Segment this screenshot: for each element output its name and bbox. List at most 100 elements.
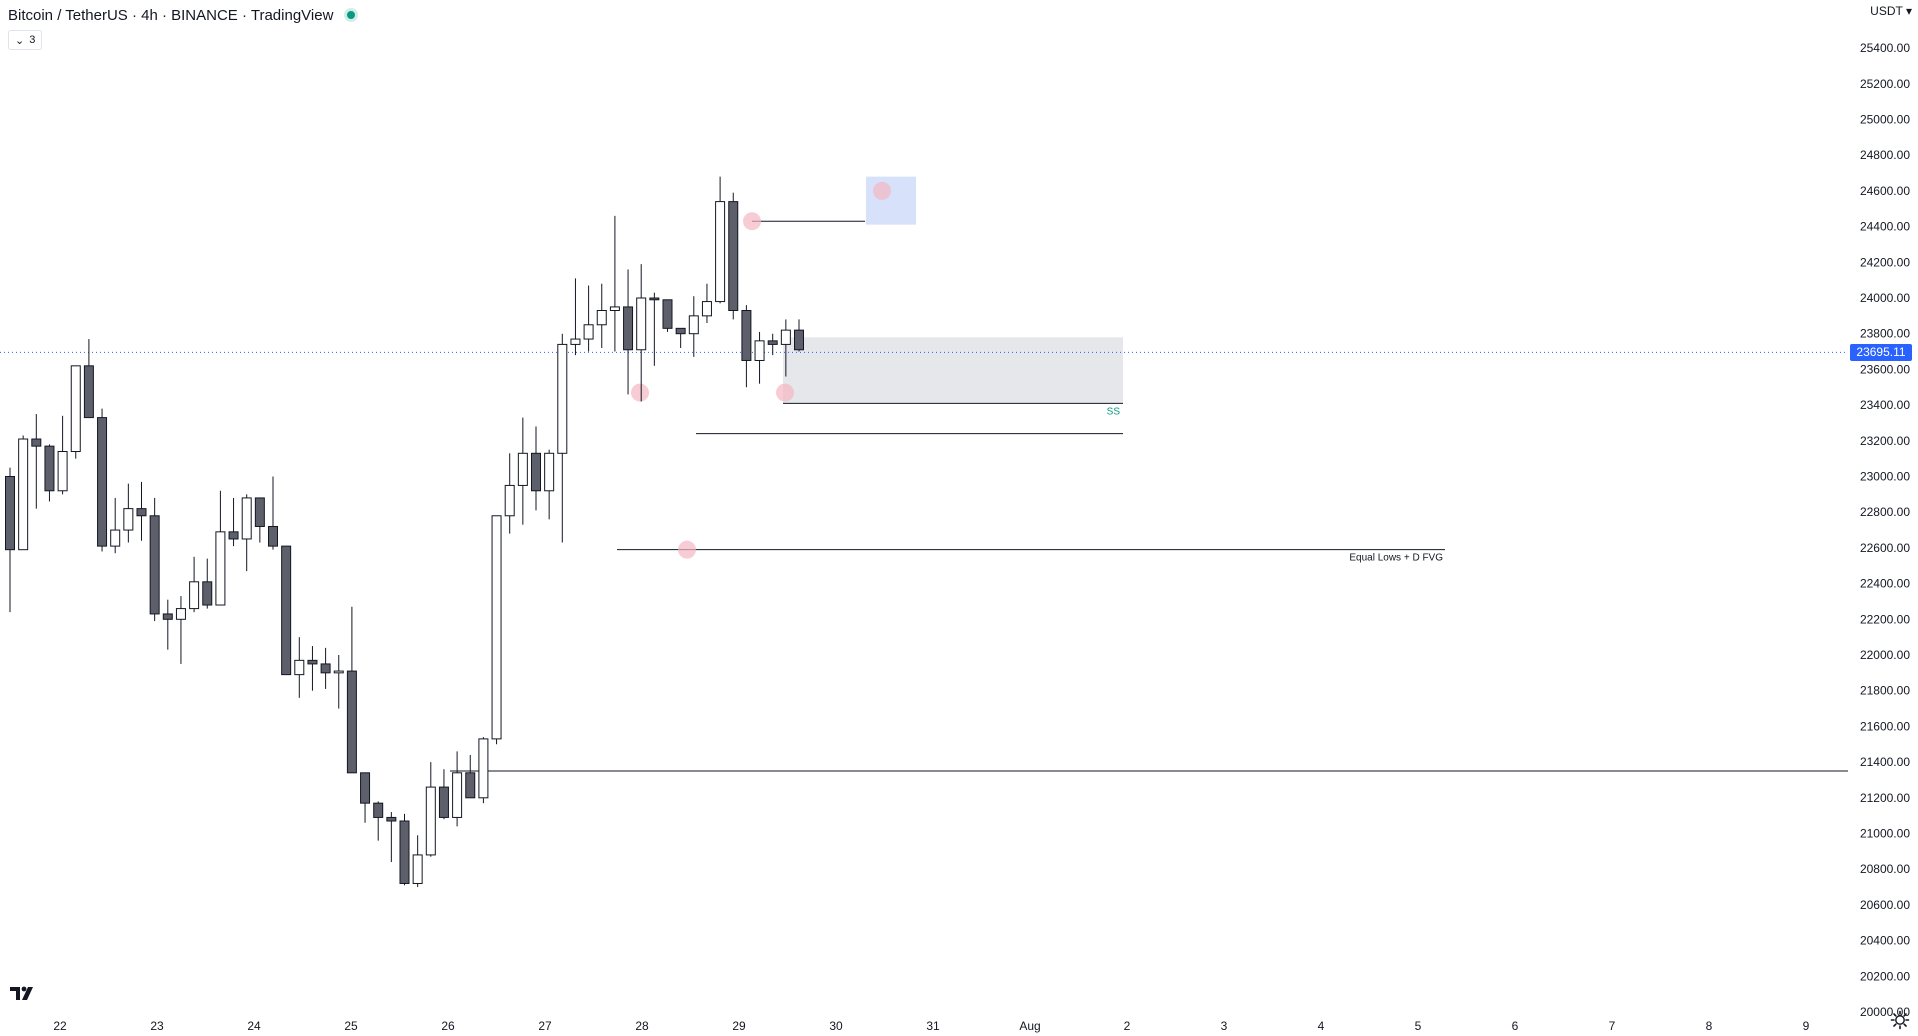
price-tick-label: 23000.00 xyxy=(1860,470,1910,484)
price-tick-label: 23800.00 xyxy=(1860,327,1910,341)
candle xyxy=(254,497,265,543)
candle-body xyxy=(307,659,318,665)
candle-body xyxy=(110,529,121,547)
time-tick-label: 2 xyxy=(1124,1019,1131,1033)
candle-body xyxy=(636,297,647,351)
price-tick-label: 25200.00 xyxy=(1860,77,1910,91)
candle xyxy=(175,596,186,664)
candle-body xyxy=(373,802,384,818)
candle-body xyxy=(44,445,55,492)
indicators-collapse-button[interactable]: ⌄ 3 xyxy=(8,30,43,50)
price-tick-label: 24400.00 xyxy=(1860,220,1910,234)
liquidity-zone xyxy=(783,176,1123,404)
candle-body xyxy=(570,338,581,345)
swing-marker xyxy=(776,383,794,402)
annotation-label: Equal Lows + D FVG xyxy=(1349,553,1443,564)
candle-body xyxy=(386,816,397,822)
price-tick-label: 20800.00 xyxy=(1860,862,1910,876)
candle-body xyxy=(281,545,292,676)
candle-body xyxy=(728,201,739,311)
price-tick-label: 21200.00 xyxy=(1860,791,1910,805)
price-tick-label: 24600.00 xyxy=(1860,184,1910,198)
price-tick-label: 20200.00 xyxy=(1860,969,1910,983)
time-tick-label: Aug xyxy=(1019,1019,1040,1033)
price-tick-label: 22600.00 xyxy=(1860,541,1910,555)
price-tick-label: 25400.00 xyxy=(1860,41,1910,55)
candle-body xyxy=(360,772,371,804)
candle-body xyxy=(688,315,699,335)
price-tick-label: 20000.00 xyxy=(1860,1005,1910,1019)
candle xyxy=(517,417,528,525)
candle-body xyxy=(162,613,173,620)
candle-body xyxy=(189,581,200,610)
candle xyxy=(18,435,29,551)
time-tick-label: 8 xyxy=(1706,1019,1713,1033)
candle-body xyxy=(83,365,94,419)
candle-body xyxy=(609,306,620,311)
candle-body xyxy=(438,786,449,818)
chevron-down-icon: ▾ xyxy=(1905,4,1912,18)
candle xyxy=(452,751,463,827)
candle-body xyxy=(491,515,502,740)
candle-body xyxy=(767,340,778,345)
candle xyxy=(268,476,278,550)
candle xyxy=(215,490,226,606)
candle xyxy=(609,215,620,352)
candle-body xyxy=(478,738,489,799)
candle-body xyxy=(583,324,594,340)
settings-gear-icon[interactable] xyxy=(1890,1010,1910,1030)
swing-marker xyxy=(678,540,696,559)
candle-body xyxy=(675,327,686,335)
candle xyxy=(294,637,305,698)
candle-body xyxy=(254,497,265,527)
candle-body xyxy=(399,820,410,884)
highlight-rect xyxy=(866,176,916,225)
candle xyxy=(636,264,647,402)
candle-body xyxy=(623,306,634,351)
candle-body xyxy=(97,417,108,547)
currency-selector[interactable]: USDT ▾ xyxy=(1870,4,1912,18)
candle-body xyxy=(649,297,660,301)
candle xyxy=(688,296,699,357)
candle-body xyxy=(241,497,252,540)
time-tick-label: 31 xyxy=(926,1019,940,1033)
candle-body xyxy=(531,452,541,492)
price-axis[interactable]: 20000.00 20200.00 20400.00 20600.00 20800.00… xyxy=(1860,41,1910,1019)
candle xyxy=(241,494,252,572)
candle-body xyxy=(31,438,42,447)
candle-body xyxy=(754,340,765,361)
candle-body xyxy=(70,365,81,453)
candle xyxy=(97,408,108,552)
candle xyxy=(412,835,423,888)
candle xyxy=(31,414,42,509)
candle xyxy=(83,339,94,419)
price-tick-label: 23600.00 xyxy=(1860,362,1910,376)
candle xyxy=(504,453,515,534)
price-tick-label: 20600.00 xyxy=(1860,898,1910,912)
price-tick-label: 23400.00 xyxy=(1860,398,1910,412)
currency-label: USDT xyxy=(1870,4,1903,18)
candle-body xyxy=(5,476,15,551)
horizontal-levels xyxy=(0,220,1848,772)
symbol-title[interactable]: Bitcoin / TetherUS · 4h · BINANCE · Trad… xyxy=(8,6,334,24)
candle-body xyxy=(149,515,160,615)
candle xyxy=(623,269,634,395)
candle xyxy=(346,606,357,774)
price-tick-label: 21600.00 xyxy=(1860,719,1910,733)
candle xyxy=(162,599,173,650)
candle-body xyxy=(544,452,555,492)
swing-marker xyxy=(873,181,891,200)
price-tick-label: 20400.00 xyxy=(1860,934,1910,948)
candle xyxy=(373,801,384,841)
candle xyxy=(57,415,68,495)
time-tick-label: 3 xyxy=(1221,1019,1228,1033)
candle-body xyxy=(18,438,29,551)
time-tick-label: 24 xyxy=(247,1019,261,1033)
candle xyxy=(767,333,778,356)
time-tick-label: 29 xyxy=(732,1019,746,1033)
time-tick-label: 9 xyxy=(1803,1019,1810,1033)
tradingview-logo-icon[interactable] xyxy=(8,982,38,1004)
candle xyxy=(649,292,660,366)
time-axis[interactable]: 22 23 24 25 26 27 28 29 30 31 Aug 2 3 4 5 6 7 8 9 xyxy=(53,1019,1809,1033)
